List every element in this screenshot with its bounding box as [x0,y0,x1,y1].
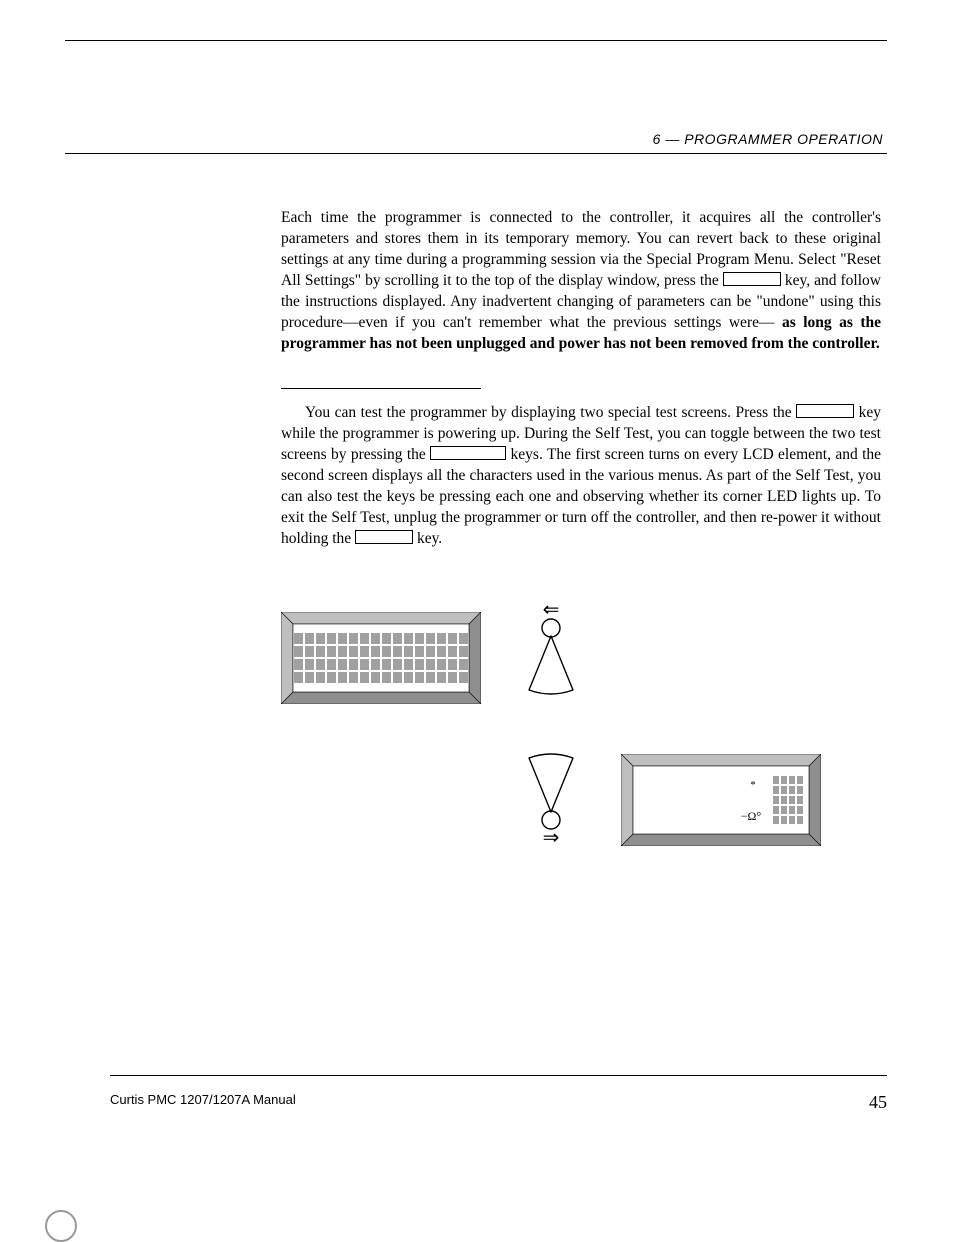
svg-text:⇐: ⇐ [543,602,560,621]
figure-row-2: ⇒ * −Ω° [281,746,881,866]
text: key. [417,530,442,547]
key-icon [430,446,506,460]
scroll-down-icon: ⇒ [521,746,581,846]
lcd-panel-chars: * −Ω° [621,754,821,846]
footer: Curtis PMC 1207/1207A Manual 45 [110,1092,887,1113]
text: You can test the programmer by displayin… [305,404,796,421]
page-number: 45 [869,1092,887,1113]
footer-left: Curtis PMC 1207/1207A Manual [110,1092,296,1107]
top-rule [65,40,887,41]
key-icon [355,530,413,544]
figure-row-1: ⇐ [281,606,881,716]
binder-ring-icon [45,1210,77,1242]
svg-text:−Ω°: −Ω° [741,809,762,823]
svg-text:⇒: ⇒ [543,827,560,846]
svg-text:*: * [750,779,756,791]
header-rule [65,153,887,154]
scroll-up-icon: ⇐ [521,602,581,702]
key-icon [796,404,854,418]
key-icon [723,272,781,286]
paragraph-reset: Each time the programmer is connected to… [281,208,881,354]
text-column: Each time the programmer is connected to… [281,208,881,866]
bottom-rule [110,1075,887,1076]
paragraph-selftest: You can test the programmer by displayin… [281,403,881,549]
running-head: 6 — PROGRAMMER OPERATION [65,131,883,147]
section-rule [281,388,481,389]
lcd-panel-all-on [281,612,481,704]
